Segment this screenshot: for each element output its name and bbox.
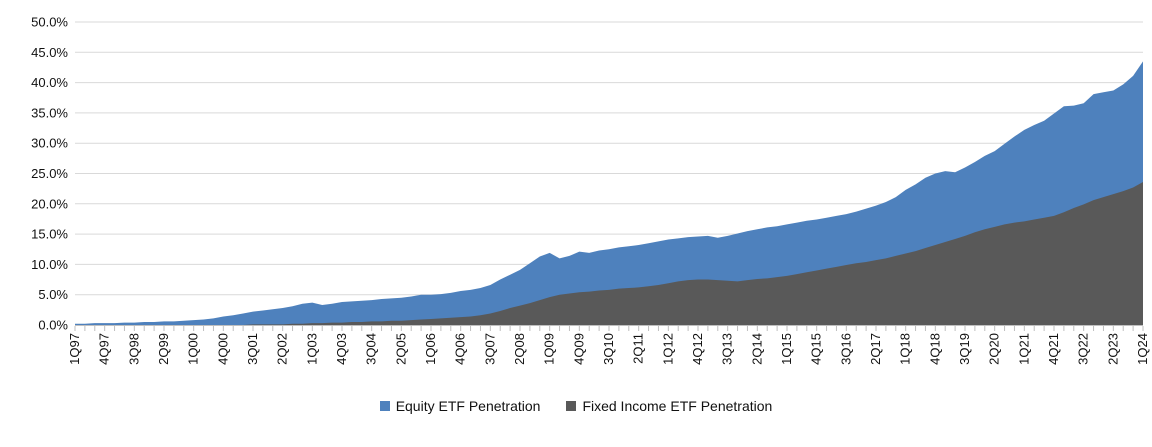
- svg-text:4Q12: 4Q12: [690, 333, 705, 365]
- svg-text:4Q00: 4Q00: [215, 333, 230, 365]
- svg-text:4Q15: 4Q15: [809, 333, 824, 365]
- legend-item-equity-etf: Equity ETF Penetration: [379, 398, 541, 414]
- svg-text:35.0%: 35.0%: [31, 105, 68, 120]
- svg-text:2Q17: 2Q17: [868, 333, 883, 365]
- svg-text:2Q99: 2Q99: [156, 333, 171, 365]
- svg-text:4Q06: 4Q06: [453, 333, 468, 365]
- svg-text:1Q97: 1Q97: [67, 333, 82, 365]
- svg-text:2Q11: 2Q11: [631, 333, 646, 364]
- svg-text:1Q09: 1Q09: [542, 333, 557, 365]
- svg-text:30.0%: 30.0%: [31, 136, 68, 151]
- svg-text:4Q18: 4Q18: [927, 333, 942, 365]
- svg-text:3Q07: 3Q07: [482, 333, 497, 365]
- svg-text:50.0%: 50.0%: [31, 15, 68, 30]
- svg-text:2Q23: 2Q23: [1105, 333, 1120, 365]
- svg-text:45.0%: 45.0%: [31, 45, 68, 60]
- svg-text:3Q04: 3Q04: [364, 333, 379, 365]
- svg-text:1Q21: 1Q21: [1016, 333, 1031, 365]
- svg-text:1Q12: 1Q12: [660, 333, 675, 365]
- svg-text:1Q18: 1Q18: [898, 333, 913, 365]
- svg-text:1Q15: 1Q15: [779, 333, 794, 365]
- svg-text:3Q10: 3Q10: [601, 333, 616, 365]
- svg-text:20.0%: 20.0%: [31, 196, 68, 211]
- svg-text:10.0%: 10.0%: [31, 257, 68, 272]
- svg-text:3Q13: 3Q13: [720, 333, 735, 365]
- legend-label-fixed-income: Fixed Income ETF Penetration: [582, 398, 773, 414]
- legend-label-equity: Equity ETF Penetration: [395, 398, 541, 414]
- svg-text:2Q02: 2Q02: [275, 333, 290, 365]
- svg-text:1Q03: 1Q03: [304, 333, 319, 365]
- x-axis: [74, 325, 1144, 331]
- svg-text:4Q21: 4Q21: [1046, 333, 1061, 365]
- gridlines: [75, 21, 1143, 296]
- legend-item-fixed-income-etf: Fixed Income ETF Penetration: [566, 398, 772, 414]
- svg-text:2Q14: 2Q14: [749, 333, 764, 365]
- svg-text:40.0%: 40.0%: [31, 75, 68, 90]
- svg-text:4Q09: 4Q09: [571, 333, 586, 365]
- chart-plot-area: 0.0% 5.0% 10.0% 15.0% 20.0% 25.0% 30.0% 35.0% 40…: [31, 15, 1150, 365]
- svg-text:2Q08: 2Q08: [512, 333, 527, 365]
- fixed-income-series-swatch-icon: [566, 401, 577, 411]
- svg-text:25.0%: 25.0%: [31, 166, 68, 181]
- fixed-income-etf-area-series: [75, 181, 1143, 325]
- svg-text:3Q19: 3Q19: [957, 333, 972, 365]
- equity-etf-area-series: [75, 61, 1143, 325]
- svg-text:15.0%: 15.0%: [31, 227, 68, 242]
- svg-text:3Q22: 3Q22: [1076, 333, 1091, 365]
- svg-text:5.0%: 5.0%: [38, 287, 68, 302]
- svg-text:2Q05: 2Q05: [393, 333, 408, 365]
- svg-text:3Q01: 3Q01: [245, 333, 260, 365]
- svg-text:3Q16: 3Q16: [838, 333, 853, 365]
- svg-text:1Q24: 1Q24: [1135, 333, 1150, 365]
- equity-series-swatch-icon: [379, 401, 390, 411]
- svg-text:2Q20: 2Q20: [987, 333, 1002, 365]
- svg-text:4Q03: 4Q03: [334, 333, 349, 365]
- y-axis-labels: 0.0% 5.0% 10.0% 15.0% 20.0% 25.0% 30.0% 35.0% 40…: [31, 15, 68, 333]
- x-axis-labels: 1Q97 4Q97 3Q98 2Q99 1Q00 4Q00 3Q01 2Q02 1Q03 4Q03…: [67, 333, 1150, 365]
- legend: Equity ETF Penetration Fixed Income ETF …: [0, 398, 1152, 414]
- svg-text:3Q98: 3Q98: [126, 333, 141, 365]
- svg-text:1Q06: 1Q06: [423, 333, 438, 365]
- svg-text:4Q97: 4Q97: [97, 333, 112, 365]
- svg-text:1Q00: 1Q00: [186, 333, 201, 365]
- svg-text:0.0%: 0.0%: [38, 318, 68, 333]
